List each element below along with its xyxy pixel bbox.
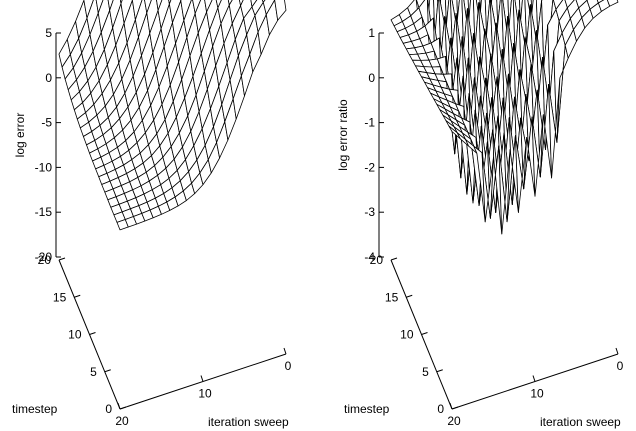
timestep-tick-mark [104,369,111,373]
timestep-tick-label: 15 [385,290,399,304]
timestep-tick-mark [74,294,81,298]
iteration-tick-mark [117,402,121,410]
z-tick-label: -20 [35,250,53,264]
iteration-tick-label: 10 [530,387,544,401]
iteration-axis-label: iteration sweep [208,415,289,429]
surface-mesh [390,0,619,235]
z-tick-label: 1 [368,26,375,40]
timestep-tick-mark [421,332,428,335]
z-tick-label: -5 [41,116,52,130]
z-tick-label: -15 [35,205,53,219]
timestep-tick-label: 20 [370,253,384,267]
iteration-tick-label: 0 [285,359,292,373]
z-tick-label: -4 [364,250,375,264]
z-tick-label: 0 [45,71,52,85]
timestep-tick-label: 5 [90,365,97,379]
timestep-tick-mark [406,294,413,298]
z-tick-label: -10 [35,160,53,174]
z-axis-label: log error ratio [336,99,350,171]
timestep-tick-label: 20 [38,253,52,267]
iteration-tick-mark [449,402,453,410]
timestep-tick-label: 15 [53,290,67,304]
surface-cell [606,0,619,7]
iteration-tick-mark [615,347,619,355]
iteration-tick-label: 20 [447,414,461,428]
surface-mesh [58,0,287,231]
timestep-tick-label: 0 [105,402,112,416]
timestep-tick-label: 0 [437,402,444,416]
timestep-axis-label: timestep [12,402,58,416]
timestep-tick-label: 5 [422,365,429,379]
timestep-tick-mark [89,332,96,335]
timestep-tick-label: 10 [400,328,414,342]
iteration-tick-mark [200,375,204,382]
iteration-tick-mark [283,347,287,355]
timestep-axis-label: timestep [344,402,390,416]
z-tick-label: 5 [45,26,52,40]
timestep-tick-mark [436,369,443,373]
z-tick-label: 0 [368,71,375,85]
iteration-tick-label: 20 [115,414,129,428]
iteration-tick-mark [532,375,536,382]
timestep-tick-label: 10 [68,328,82,342]
z-axis-label: log error [13,113,27,158]
surface-cell [274,0,287,21]
left-surface-plot: -20 -15 -10 -5 0 5 log error 0 5 10 15 20 timestep 20… [12,0,292,429]
iteration-axis-label: iteration sweep [540,415,621,429]
z-tick-label: -2 [364,160,375,174]
iteration-tick-label: 0 [617,359,624,373]
z-tick-label: -1 [364,116,375,130]
timestep-tick-mark [390,257,398,261]
iteration-tick-label: 10 [198,387,212,401]
right-surface-plot: -4 -3 -2 -1 0 1 log error ratio 0 5 10 15 20 timeste… [336,0,624,429]
timestep-tick-mark [58,257,66,261]
z-tick-label: -3 [364,205,375,219]
